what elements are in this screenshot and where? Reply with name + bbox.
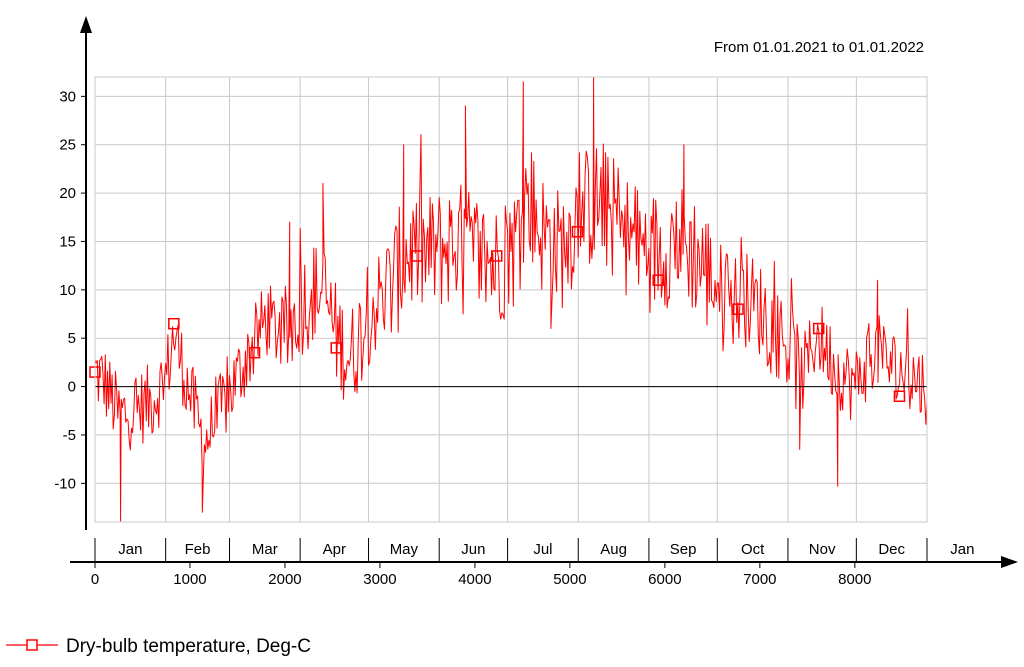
x-tick-label: 5000: [553, 571, 586, 588]
month-label: Apr: [323, 541, 346, 558]
series-marker: [330, 342, 342, 354]
legend-square-marker-icon: [26, 639, 38, 651]
y-tick-label: 20: [59, 185, 76, 202]
y-tick-label: -5: [63, 427, 76, 444]
x-tick-label: 8000: [838, 571, 871, 588]
axes: [70, 16, 1018, 568]
x-tick-label: 3000: [363, 571, 396, 588]
month-label: Mar: [252, 541, 278, 558]
series-marker: [248, 346, 261, 359]
y-tick-labels: -10 -5 0 5 10 15 20 25 30: [54, 88, 86, 492]
temperature-trace: [94, 76, 928, 522]
month-label: Oct: [741, 541, 765, 558]
month-label: May: [390, 541, 419, 558]
y-tick-label: -10: [54, 475, 76, 492]
x-axis-arrow-icon: [1001, 556, 1018, 568]
series-marker: [652, 274, 664, 286]
series-marker: [571, 226, 584, 238]
x-tick-labels: 0 1000 2000 3000 4000 5000 6000 7000 8000: [91, 562, 872, 588]
y-tick-label: 30: [59, 88, 76, 105]
y-tick-label: 0: [68, 379, 76, 396]
grid: [94, 77, 928, 522]
month-label: Sep: [670, 541, 697, 558]
y-axis-arrow-icon: [80, 16, 92, 33]
month-labels: Jan Feb Mar Apr May Jun Jul Aug Sep Oct Nov Dec Jan: [94, 538, 974, 562]
series-marker: [732, 303, 744, 315]
month-label: Dec: [878, 541, 905, 558]
month-label: Jun: [461, 541, 485, 558]
series-marker: [491, 250, 503, 262]
legend: Dry-bulb temperature, Deg-C: [6, 636, 311, 657]
month-label: Jul: [533, 541, 552, 558]
month-label: Jan: [118, 541, 142, 558]
series-marker: [812, 322, 825, 335]
x-tick-label: 6000: [648, 571, 681, 588]
series-line: [94, 76, 928, 522]
x-tick-label: 4000: [458, 571, 491, 588]
series-marker: [893, 390, 906, 402]
x-tick-label: 7000: [743, 571, 776, 588]
x-tick-label: 2000: [268, 571, 301, 588]
plot-frame: [94, 76, 928, 523]
y-tick-label: 10: [59, 282, 76, 299]
month-label: Aug: [600, 541, 627, 558]
series-marker: [168, 317, 180, 330]
x-tick-label: 1000: [173, 571, 206, 588]
series-marker: [411, 250, 423, 262]
legend-label: Dry-bulb temperature, Deg-C: [66, 636, 311, 657]
y-tick-label: 5: [68, 330, 76, 347]
y-tick-label: 15: [59, 233, 76, 250]
month-label: Feb: [185, 541, 211, 558]
month-label: Nov: [809, 541, 836, 558]
y-tick-label: 25: [59, 137, 76, 154]
chart-subtitle: From 01.01.2021 to 01.01.2022: [714, 39, 924, 56]
month-label: Jan: [950, 541, 974, 558]
x-tick-label: 0: [91, 571, 99, 588]
